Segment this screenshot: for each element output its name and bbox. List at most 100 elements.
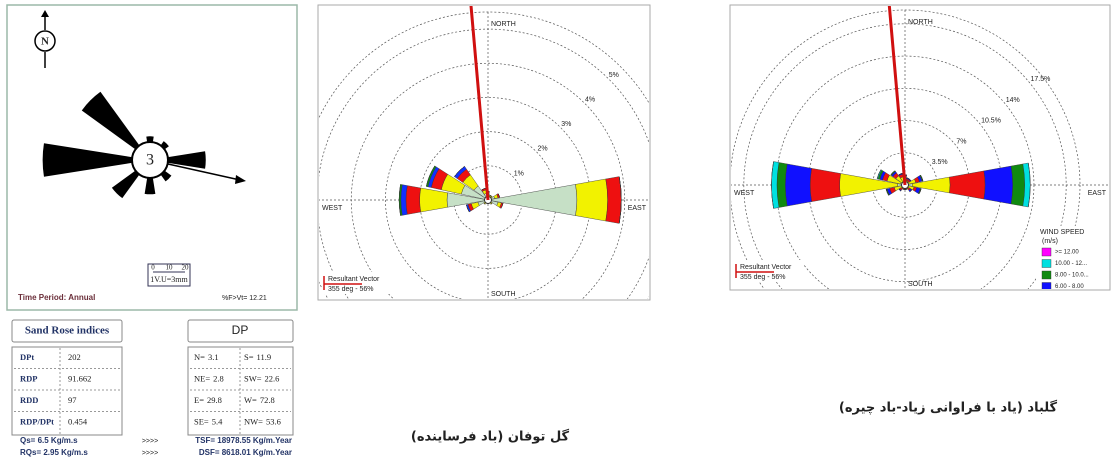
direction-label: WEST xyxy=(322,205,343,212)
resultant-title: Resultant Vector xyxy=(740,264,792,271)
resultant-text: 355 deg - 56% xyxy=(740,274,786,281)
legend-swatch xyxy=(598,401,607,409)
legend-label: 4.00 - 6.00 xyxy=(1055,296,1084,302)
time-period: Time Period: Annual xyxy=(18,293,95,302)
sand-rose: 3 xyxy=(42,91,246,199)
petal-segment xyxy=(1010,163,1025,207)
petal-segment xyxy=(619,176,622,224)
petal-segment xyxy=(983,165,1013,205)
dp-label: NW= xyxy=(244,416,263,426)
scale-box xyxy=(147,263,191,287)
dp-cell: SE= 5.4 xyxy=(194,416,223,426)
dp-cell: W= 72.8 xyxy=(244,395,275,405)
legend-label: 14.00 - 18.00 xyxy=(611,414,647,420)
legend-bg xyxy=(592,367,652,459)
index-label: RDP/DPt xyxy=(20,416,54,426)
petal-segment xyxy=(490,195,493,198)
index-label: RDD xyxy=(20,395,38,405)
petal-segment xyxy=(876,169,882,179)
dp-cell: NW= 53.6 xyxy=(244,416,281,426)
sand-rose-center xyxy=(131,141,169,179)
index-value: 0.454 xyxy=(68,416,88,426)
direction-label: NORTH xyxy=(908,19,933,26)
legend-swatch xyxy=(1042,317,1051,325)
resultant-vector xyxy=(469,6,490,201)
petal-segment xyxy=(575,178,608,222)
dp-cell: SW= 22.6 xyxy=(244,373,279,383)
wind-rose: 3.5% 7% 10.5% 14% 17.5% NORTH EAST SOUTH WEST WIN… xyxy=(731,6,1109,336)
ring-label: 5% xyxy=(609,72,619,79)
petal-segment xyxy=(920,174,924,182)
dp-label: E= xyxy=(194,395,204,405)
direction-label: EAST xyxy=(628,205,647,212)
scale-tick: 0 xyxy=(151,264,155,272)
legend-swatch xyxy=(1042,294,1051,302)
direction-label: EAST xyxy=(1088,190,1107,197)
legend-swatch xyxy=(1041,270,1052,280)
scale-unit: 1V.U=3mm xyxy=(150,275,188,284)
sand-rose-arm xyxy=(81,91,150,160)
legend-swatch xyxy=(598,447,607,455)
petal-segment xyxy=(898,173,903,176)
ratio: %F>Vt= 12.21 xyxy=(222,295,267,302)
petal-segment xyxy=(771,161,774,209)
petal-segment xyxy=(918,188,922,195)
direction-label: SOUTH xyxy=(491,291,516,298)
legend-label: >= 22.00 xyxy=(611,391,635,397)
ring-label: 17.5% xyxy=(1030,76,1050,83)
petal-segment xyxy=(490,202,493,205)
dp-label: SE= xyxy=(194,416,209,426)
wind-rose-caption: گلباد (یاد با فراوانی زیاد-باد چیره) xyxy=(839,400,1058,416)
petal-segment xyxy=(405,185,421,215)
resultant-bg xyxy=(734,260,804,282)
resultant-text: 355 deg - 56% xyxy=(328,286,374,293)
legend-label: 10.00 - 14.00 xyxy=(611,425,647,431)
dp-cell: N= 3.1 xyxy=(194,352,219,362)
dp-title: DP xyxy=(232,323,249,337)
north-label: N xyxy=(41,36,49,48)
dp-rows: N= 3.1 S= 11.9NE= 2.8 SW= 22.6E= 29.8 W= 72.8SE= 5… xyxy=(190,348,291,434)
dp-value: 53.6 xyxy=(266,416,281,426)
dp-label: NE= xyxy=(194,373,210,383)
footer-left: Qs= 6.5 Kg/m.s xyxy=(20,436,78,445)
footer-right: TSF= 18978.55 Kg/m.Year xyxy=(195,436,292,445)
petal-segment xyxy=(809,168,841,202)
legend-title: WIND SPEED xyxy=(1040,229,1084,236)
petal-segment xyxy=(785,163,812,207)
scale-tick: 20 xyxy=(182,264,190,272)
legend-swatch xyxy=(1042,306,1051,314)
petal-segment xyxy=(481,188,486,191)
legend-title: WIND SPEED xyxy=(596,370,640,377)
ring-label: 7% xyxy=(956,138,966,145)
legend-label: >= 12.00 xyxy=(1055,250,1079,256)
footer-mid: >>>> xyxy=(142,450,158,457)
ring-label: 3.5% xyxy=(932,159,948,166)
legend-label: 10.00 - 12... xyxy=(1055,261,1087,267)
footer-right: DSF= 8618.01 Kg/m.Year xyxy=(199,448,292,457)
legend-swatch xyxy=(1041,247,1052,257)
dp-label: SW= xyxy=(244,373,262,383)
dp-value: 2.8 xyxy=(213,373,224,383)
legend-label: 8.00 - 10.00 xyxy=(611,437,644,443)
calms: Calms: 31.37% xyxy=(1040,330,1081,336)
legend-label: 6.00 - 8.00 xyxy=(1055,284,1084,290)
storm-rose: 1% 2% 3% 4% 5% NORTH EAST SOUTH WEST WIND SPEED (m… xyxy=(319,6,652,459)
storm-rose-caption: گل توفان (باد فرساینده) xyxy=(411,429,570,445)
petal-segment xyxy=(489,194,491,196)
legend-label: 2.00 - 4.00 xyxy=(1055,307,1084,313)
dp-cell: E= 29.8 xyxy=(194,395,222,405)
ring-label: 14% xyxy=(1006,97,1020,104)
dp-cell: S= 11.9 xyxy=(244,352,271,362)
petal-segment xyxy=(454,166,465,177)
dp-value: 72.8 xyxy=(260,395,275,405)
scale-tick: 10 xyxy=(166,264,174,272)
ring-label: 2% xyxy=(537,146,547,153)
footer: Qs= 6.5 Kg/m.s >>>> TSF= 18978.55 Kg/m.Yea… xyxy=(20,436,292,457)
legend-swatch xyxy=(598,389,607,397)
legend-label: 0.50 - 2.00 xyxy=(1055,319,1084,325)
legend-swatch xyxy=(1041,282,1052,289)
index-label: RDP xyxy=(20,373,37,383)
sand-rose-arm xyxy=(150,151,206,169)
resultant-arrow-head xyxy=(235,175,246,184)
